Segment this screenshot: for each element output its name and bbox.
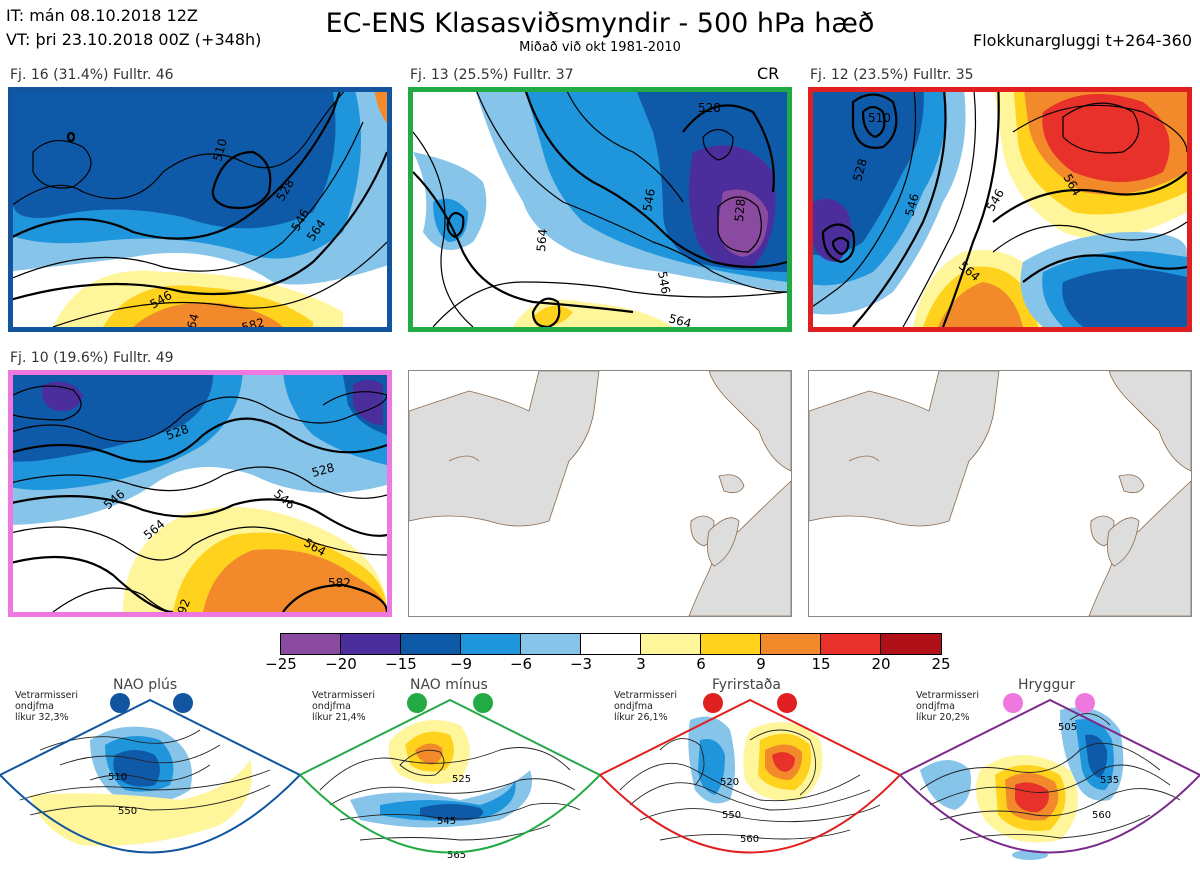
regime-note: Vetrarmisseri ondjfma líkur 20,2% — [916, 690, 979, 723]
colorbar-swatch — [461, 634, 521, 654]
colorbar-tick-label: −15 — [385, 655, 417, 673]
colorbar-swatch — [341, 634, 401, 654]
regime-1-map: 510 550 — [0, 698, 300, 854]
regime-2-contour-label: 545 — [437, 816, 456, 827]
regime-3-marker-right — [777, 693, 797, 713]
regime-4-marker-left — [1003, 693, 1023, 713]
colorbar-tick-label: −9 — [449, 655, 473, 673]
regime-name: Hryggur — [1018, 677, 1075, 693]
colorbar-swatch — [821, 634, 881, 654]
colorbar-swatch — [641, 634, 701, 654]
cluster-1-contour-label: 564 — [182, 312, 201, 327]
colorbar — [280, 633, 942, 655]
colorbar-tick-label: 3 — [636, 655, 646, 673]
regime-name: Fyrirstaða — [712, 677, 781, 693]
regime-1-contour-label: 550 — [118, 806, 137, 817]
regime-2-marker-left — [407, 693, 427, 713]
regime-1-marker-left — [110, 693, 130, 713]
regime-2-contour-label: 525 — [452, 774, 471, 785]
regime-note: Vetrarmisseri ondjfma líkur 32,3% — [15, 690, 78, 723]
colorbar-tick-label: −3 — [569, 655, 593, 673]
regime-4-contour-label: 505 — [1058, 722, 1077, 733]
colorbar-swatch — [281, 634, 341, 654]
cluster-2-contour-label: 564 — [534, 228, 550, 252]
cluster-4-contour-label: 582 — [328, 576, 351, 590]
cluster-3-label: Fj. 12 (23.5%) Fulltr. 35 — [810, 67, 974, 83]
cluster-4-contour-label: 546 — [271, 487, 298, 512]
colorbar-swatch — [881, 634, 941, 654]
colorbar-tick-label: 20 — [871, 655, 891, 673]
cluster-3-contour-label: 546 — [983, 187, 1007, 214]
empty-map-1 — [408, 370, 792, 617]
colorbar-swatch — [581, 634, 641, 654]
cluster-3-contour-label: 510 — [868, 111, 891, 125]
regime-4-marker-right — [1075, 693, 1095, 713]
cluster-4-map: 528 528 546 564 564 546 582 92 — [8, 370, 392, 617]
regime-3-contour-label: 560 — [740, 834, 759, 845]
regime-name: NAO mínus — [410, 677, 488, 693]
cluster-2-label: Fj. 13 (25.5%) Fulltr. 37 — [410, 67, 574, 83]
colorbar-tick-label: 9 — [756, 655, 766, 673]
cluster-2-contour-label: 528 — [698, 101, 721, 115]
regime-4-map: 505 535 560 — [900, 698, 1200, 860]
valid-time: VT: þri 23.10.2018 00Z (+348h) — [6, 30, 262, 49]
colorbar-tick-label: 6 — [696, 655, 706, 673]
regime-2-marker-right — [473, 693, 493, 713]
cluster-2-contour-label: 546 — [640, 188, 658, 213]
cluster-3-contour-label: 546 — [902, 192, 921, 218]
regime-3-contour-label: 550 — [722, 810, 741, 821]
regime-4-contour-label: 560 — [1092, 810, 1111, 821]
regime-2-map: 525 545 565 — [300, 698, 600, 861]
regime-1-marker-right — [173, 693, 193, 713]
cluster-1-contour-label: 510 — [210, 137, 229, 163]
cluster-1-label: Fj. 16 (31.4%) Fulltr. 46 — [10, 67, 174, 83]
initial-time: IT: mán 08.10.2018 12Z — [6, 6, 198, 25]
empty-map-2 — [808, 370, 1192, 617]
regime-note: Vetrarmisseri ondjfma líkur 26,1% — [614, 690, 677, 723]
cluster-4-contour-label: 92 — [175, 597, 193, 612]
colorbar-swatch — [401, 634, 461, 654]
colorbar-swatch — [521, 634, 581, 654]
colorbar-tick-label: −20 — [325, 655, 357, 673]
regime-4-contour-label: 535 — [1100, 775, 1119, 786]
cluster-2-tag: CR — [757, 64, 780, 83]
colorbar-tick-label: −6 — [509, 655, 533, 673]
cluster-1-map: 510 528 546 564 582 546 564 — [8, 87, 392, 332]
regime-1-contour-label: 510 — [108, 772, 127, 783]
classification-window: Flokkunargluggi t+264-360 — [973, 31, 1192, 50]
cluster-3-map: 510 528 546 564 564 546 — [808, 87, 1192, 332]
colorbar-swatch — [701, 634, 761, 654]
cluster-2-contour-label: 546 — [655, 270, 673, 295]
regime-name: NAO plús — [113, 677, 178, 693]
colorbar-tick-label: 25 — [931, 655, 951, 673]
regime-2-contour-label: 565 — [447, 850, 466, 861]
page-subtitle: Miðað við okt 1981-2010 — [519, 40, 681, 55]
cluster-2-contour-label: 528 — [732, 198, 748, 222]
colorbar-swatch — [761, 634, 821, 654]
cluster-4-contour-label: 528 — [310, 460, 336, 479]
colorbar-tick-label: −25 — [265, 655, 297, 673]
page-title: EC-ENS Klasasviðsmyndir - 500 hPa hæð — [325, 8, 875, 39]
regime-note: Vetrarmisseri ondjfma líkur 21,4% — [312, 690, 375, 723]
regime-3-marker-left — [703, 693, 723, 713]
colorbar-tick-label: 15 — [811, 655, 831, 673]
cluster-2-contour-label: 564 — [667, 311, 693, 327]
regime-3-contour-label: 520 — [720, 777, 739, 788]
regime-3-map: 520 550 560 — [600, 698, 900, 854]
cluster-2-map: 528 546 564 546 528 564 — [408, 87, 792, 332]
cluster-3-contour-label: 528 — [850, 157, 869, 183]
cluster-4-label: Fj. 10 (19.6%) Fulltr. 49 — [10, 350, 174, 366]
cluster-1-contour-label: 582 — [240, 315, 266, 327]
